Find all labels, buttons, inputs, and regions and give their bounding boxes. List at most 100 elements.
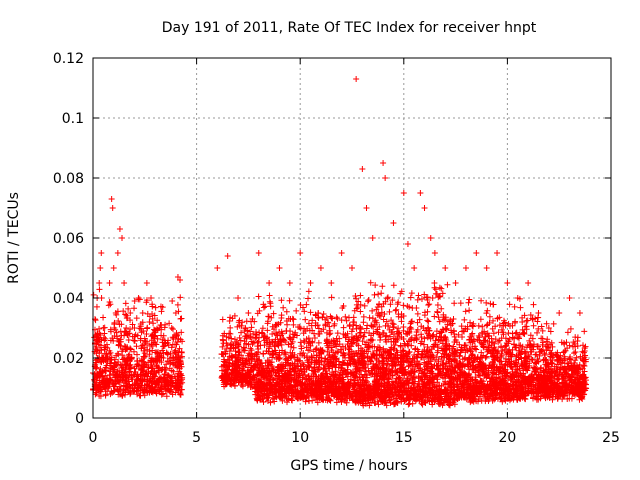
data-point (383, 332, 390, 339)
data-point (424, 317, 431, 324)
data-point (117, 361, 124, 368)
data-point (530, 322, 537, 329)
data-point (334, 330, 341, 337)
data-point (483, 353, 490, 360)
data-point (333, 314, 340, 321)
data-point (461, 316, 468, 323)
data-point (152, 304, 159, 311)
data-point (169, 298, 176, 305)
data-point (523, 317, 530, 324)
data-point (487, 300, 494, 307)
data-point (517, 304, 524, 311)
data-point (346, 323, 353, 330)
data-point (175, 308, 182, 315)
data-point (131, 338, 138, 345)
data-point (286, 297, 293, 304)
data-point (366, 314, 373, 321)
data-point (320, 311, 327, 318)
data-point (163, 349, 170, 356)
data-point (434, 309, 441, 316)
data-point (361, 302, 368, 309)
data-point (438, 285, 445, 292)
data-point (305, 288, 312, 295)
data-point (328, 294, 335, 301)
data-point (178, 386, 185, 393)
data-point (360, 313, 367, 320)
data-point (316, 330, 323, 337)
data-point (102, 392, 109, 399)
data-point (143, 325, 150, 332)
data-point (178, 329, 185, 336)
data-point (178, 315, 185, 322)
data-point (93, 303, 100, 310)
data-point (375, 291, 382, 298)
data-point (364, 322, 371, 329)
data-point (364, 298, 371, 305)
data-point (415, 292, 422, 299)
data-point (96, 325, 103, 332)
data-point (266, 292, 273, 299)
data-point (114, 386, 121, 393)
data-point (176, 345, 183, 352)
data-point (311, 335, 318, 342)
data-point (105, 302, 112, 309)
data-point (431, 313, 438, 320)
data-point (390, 282, 397, 289)
data-point (293, 307, 300, 314)
data-point (429, 294, 436, 301)
data-point (405, 401, 412, 408)
data-point (109, 335, 116, 342)
data-point (260, 304, 267, 311)
data-point (131, 348, 138, 355)
data-point (457, 300, 464, 307)
data-point (368, 323, 375, 330)
data-point (303, 301, 310, 308)
data-point (392, 307, 399, 314)
data-point (127, 317, 134, 324)
data-point (166, 320, 173, 327)
data-point (302, 316, 309, 323)
data-point (103, 356, 110, 363)
data-point (365, 296, 372, 303)
data-point (407, 294, 414, 301)
data-point (115, 317, 122, 324)
data-point (169, 341, 176, 348)
data-point (360, 319, 367, 326)
data-point (439, 290, 446, 297)
data-point (133, 343, 140, 350)
data-point (425, 301, 432, 308)
data-point (248, 324, 255, 331)
data-point (486, 313, 493, 320)
data-point (305, 295, 312, 302)
data-point (136, 296, 143, 303)
data-point (340, 324, 347, 331)
data-point (158, 391, 165, 398)
data-point (465, 299, 472, 306)
data-point (160, 332, 167, 339)
data-point (164, 350, 171, 357)
data-point (169, 326, 176, 333)
data-point (100, 314, 107, 321)
data-point (451, 328, 458, 335)
data-point (432, 286, 439, 293)
data-point (280, 304, 287, 311)
data-point (369, 307, 376, 314)
data-point (301, 308, 308, 315)
data-point (117, 383, 124, 390)
chart-title: Day 191 of 2011, Rate Of TEC Index for r… (162, 20, 537, 36)
data-point (434, 302, 441, 309)
data-point (475, 322, 482, 329)
data-point (130, 388, 137, 395)
data-point (266, 298, 273, 305)
data-point (431, 280, 438, 287)
data-point (134, 332, 141, 339)
data-point (177, 294, 184, 301)
data-point (438, 305, 445, 312)
data-point (90, 291, 97, 298)
data-point (153, 341, 160, 348)
data-point (96, 286, 103, 293)
data-point (122, 311, 129, 318)
data-point (414, 310, 421, 317)
data-point (451, 300, 458, 307)
